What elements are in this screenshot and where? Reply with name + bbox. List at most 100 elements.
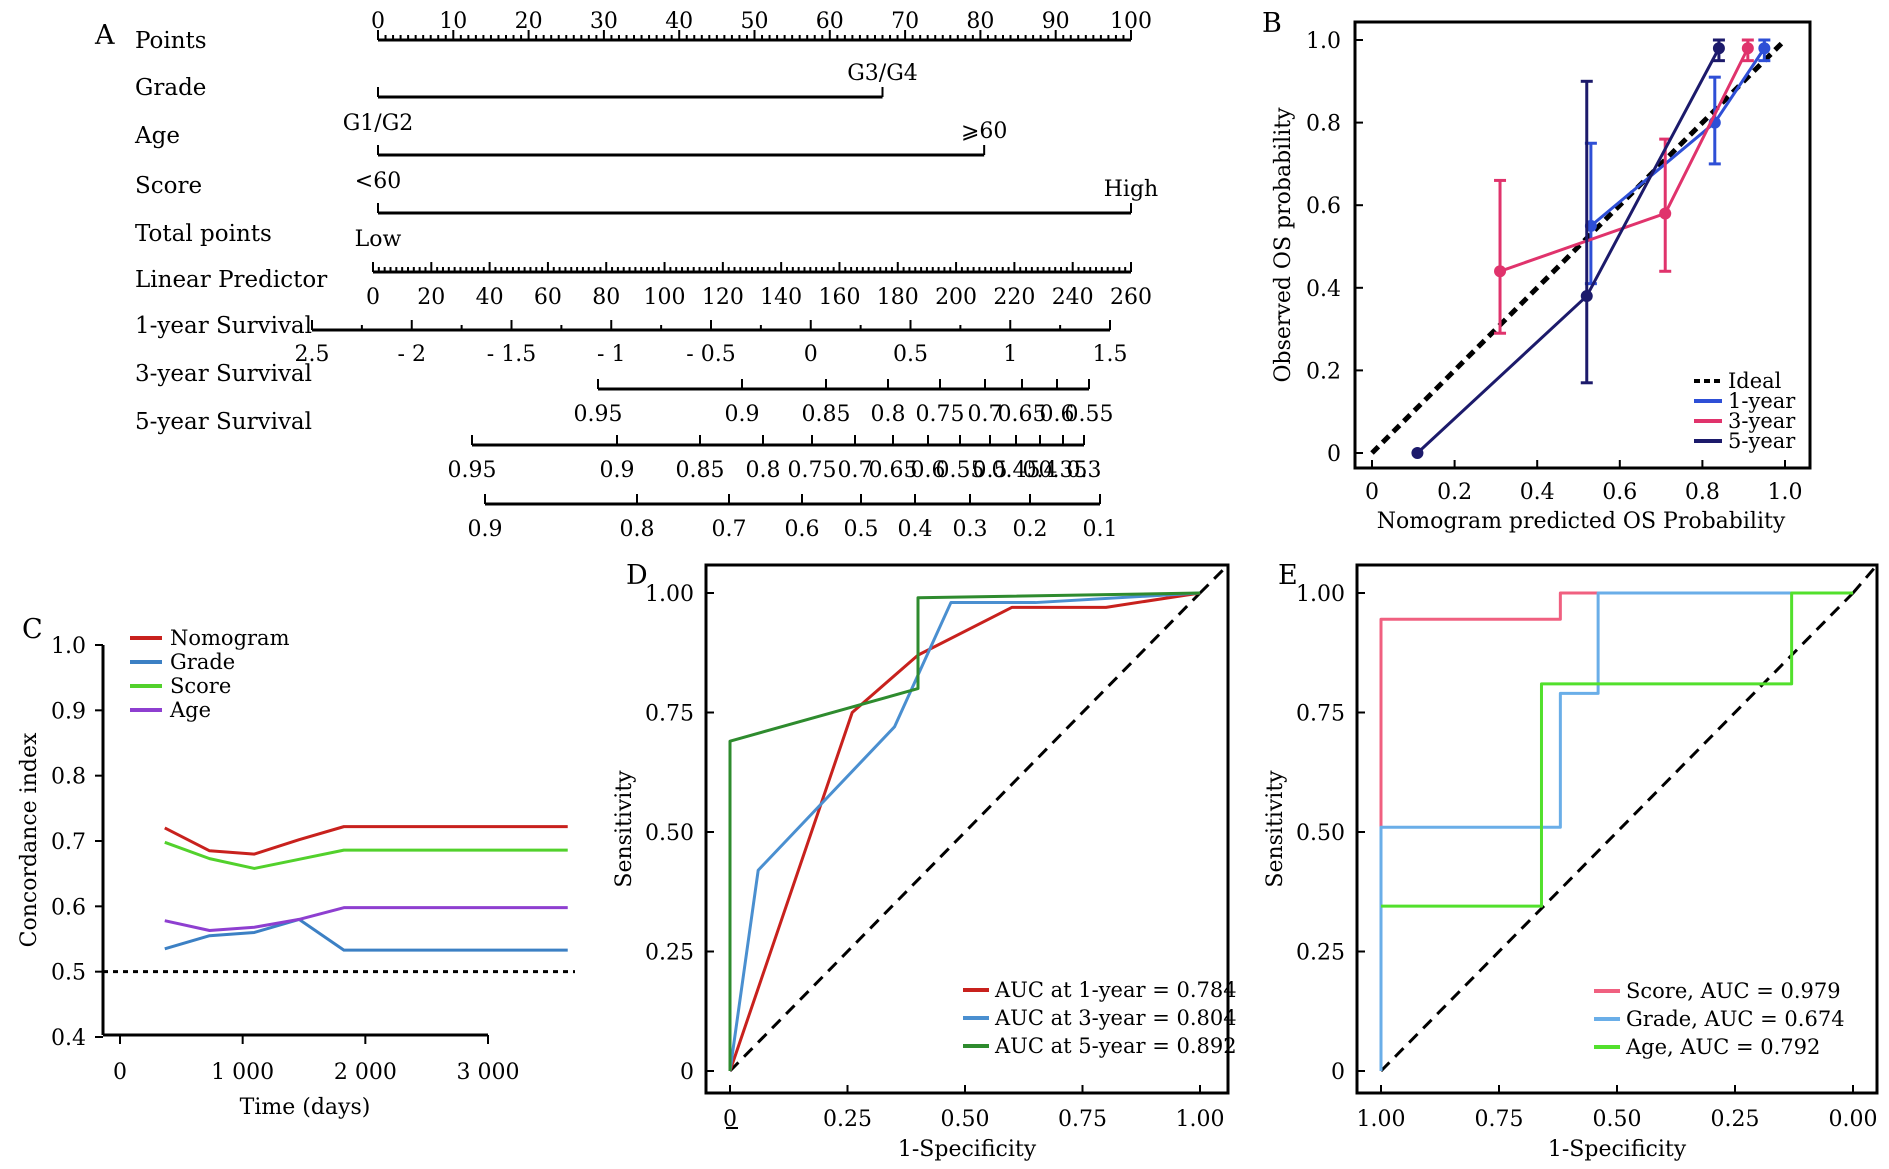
roc-nomogram-y-tick-label: 0 — [680, 1060, 694, 1085]
total-points-tick-label: 0 — [366, 285, 380, 310]
concordance-x-tick-label: 3 000 — [457, 1060, 520, 1085]
points-tick-label: 70 — [891, 9, 919, 34]
panel-letter-e: E — [1278, 560, 1298, 591]
concordance-x-tick-label: 1 000 — [211, 1060, 274, 1085]
calib-series-5-year — [1416, 47, 1721, 455]
calib-y-tick-label: 0.4 — [1306, 277, 1341, 302]
calib-point-5-year — [1580, 290, 1593, 303]
linear-predictor-tick-label: 0 — [804, 342, 818, 367]
roc-factors-y-tick-label: 0 — [1331, 1060, 1345, 1085]
1-year-survival-tick-label: 0.55 — [1065, 402, 1114, 427]
calib-y-axis-title: Observed OS probability — [1271, 107, 1296, 383]
total-points-tick-label: 80 — [592, 285, 620, 310]
3-year-survival-tick-label: 0.4 — [1023, 458, 1058, 483]
5-year-survival-tick-label: 0.7 — [712, 517, 747, 542]
1-year-survival-tick-label: 0.95 — [574, 402, 623, 427]
3-year-survival-tick-label: 0.85 — [676, 458, 725, 483]
points-tick-label: 40 — [665, 9, 693, 34]
roc-factors-legend-entry: Score, AUC = 0.979 — [1626, 979, 1841, 1003]
concordance-x-tick-label: 2 000 — [334, 1060, 397, 1085]
roc-factors-x-tick-label: 0.25 — [1711, 1107, 1760, 1132]
1-year-survival-tick-label: 0.65 — [998, 402, 1047, 427]
total-points-tick-label: 200 — [935, 285, 977, 310]
linear-predictor-tick-label: - 1.5 — [487, 342, 536, 367]
calib-point-3-year — [1741, 42, 1754, 55]
score-level-label: High — [1104, 177, 1158, 202]
concordance-series-grade — [164, 917, 568, 952]
calib-legend-entry: 5-year — [1728, 429, 1796, 453]
row-label-total-points: Total points — [135, 221, 272, 247]
5-year-survival-tick-label: 0.1 — [1083, 517, 1118, 542]
points-tick-label: 50 — [741, 9, 769, 34]
total-points-tick-label: 180 — [877, 285, 919, 310]
roc-factors-series-age-auc-0-792 — [1381, 591, 1853, 908]
panel-d-roc-nomogram: D 0 0.25 0.50 0.75 1.00 0 0.25 0.50 0.75 1.00 1-Sp… — [612, 560, 1237, 1162]
points-tick-label: 100 — [1110, 9, 1152, 34]
linear-predictor-tick-label: - 1 — [597, 342, 625, 367]
grade-level-label: G3/G4 — [847, 61, 918, 86]
calib-plot-frame — [1353, 20, 1812, 470]
row-label-points: Points — [135, 28, 207, 54]
roc-factors-y-tick-label: 0.50 — [1296, 821, 1345, 846]
3-year-survival-tick-label: 0.6 — [911, 458, 946, 483]
panel-c-concordance: C 0 1 000 2 000 3 000 0.4 0.5 0.6 0.7 0.8 0.9 1.0 T… — [17, 614, 575, 1120]
calib-x-tick-label: 0.2 — [1437, 480, 1472, 505]
calib-legend-entry: 3-year — [1728, 409, 1796, 433]
calib-x-axis-title: Nomogram predicted OS Probability — [1377, 509, 1786, 534]
total-points-tick-label: 260 — [1110, 285, 1152, 310]
concordance-x-tick-label: 0 — [113, 1060, 127, 1085]
1-year-survival-tick-label: 0.9 — [725, 402, 760, 427]
1-year-survival-tick-label: 0.75 — [916, 402, 965, 427]
linear-predictor-tick-label: 1 — [1003, 342, 1017, 367]
calib-series-ideal — [1370, 38, 1787, 455]
calib-y-tick-label: 0.8 — [1306, 112, 1341, 137]
roc-nomogram-legend-entry: AUC at 5-year = 0.892 — [994, 1034, 1237, 1058]
concordance-y-tick-label: 0.4 — [51, 1026, 86, 1051]
roc-factors-x-tick-label: 0.00 — [1829, 1107, 1878, 1132]
panel-letter-d: D — [626, 560, 648, 591]
calib-point-3-year — [1659, 207, 1672, 220]
roc-factors-y-axis-title: Sensitivity — [1263, 770, 1288, 888]
calib-y-tick-label: 0.2 — [1306, 359, 1341, 384]
row-label-linear-predictor: Linear Predictor — [135, 267, 327, 293]
total-points-tick-label: 40 — [476, 285, 504, 310]
concordance-series-score — [164, 840, 568, 870]
calib-y-tick-label: 0 — [1327, 442, 1341, 467]
score-level-label: Low — [355, 227, 402, 252]
1-year-survival-tick-label: 0.85 — [802, 402, 851, 427]
row-label-5-year-survival: 5-year Survival — [135, 409, 312, 435]
roc-factors-x-tick-label: 0.75 — [1475, 1107, 1524, 1132]
3-year-survival-tick-label: 0.7 — [838, 458, 873, 483]
3-year-survival-tick-label: 0.75 — [788, 458, 837, 483]
calib-x-tick-label: 0 — [1365, 480, 1379, 505]
roc-factors-x-tick-label: 0.50 — [1593, 1107, 1642, 1132]
concordance-legend-entry: Nomogram — [170, 626, 290, 650]
concordance-y-tick-label: 1.0 — [51, 634, 86, 659]
roc-nomogram-chance-line — [1198, 563, 1230, 595]
roc-factors-legend-entry: Grade, AUC = 0.674 — [1626, 1007, 1845, 1031]
roc-nomogram-series-auc-at-3-year-0-804 — [728, 591, 1201, 1072]
points-tick-label: 80 — [966, 9, 994, 34]
calib-y-tick-label: 0.6 — [1306, 194, 1341, 219]
points-tick-label: 30 — [590, 9, 618, 34]
5-year-survival-tick-label: 0.6 — [785, 517, 820, 542]
calib-point-3-year — [1494, 265, 1507, 278]
3-year-survival-tick-label: 0.3 — [1067, 458, 1102, 483]
concordance-y-axis-title: Concordance index — [17, 732, 42, 947]
calib-x-tick-label: 0.6 — [1602, 480, 1637, 505]
panel-b-calibration: B 0 0.2 0.4 0.6 0.8 1.0 0 0.2 0.4 0.6 0.8 1.0 Nomogr… — [1262, 8, 1812, 534]
calib-legend-entry: Ideal — [1728, 369, 1782, 393]
5-year-survival-tick-label: 0.5 — [844, 517, 879, 542]
calib-x-tick-label: 0.8 — [1685, 480, 1720, 505]
3-year-survival-tick-label: 0.8 — [746, 458, 781, 483]
concordance-legend-entry: Score — [170, 674, 231, 698]
roc-factors-chance-line — [1379, 591, 1855, 1073]
roc-nomogram-y-tick-label: 0.75 — [645, 702, 694, 727]
concordance-legend-entry: Grade — [170, 650, 235, 674]
3-year-survival-tick-label: 0.35 — [1039, 458, 1088, 483]
5-year-survival-tick-label: 0.2 — [1013, 517, 1048, 542]
points-tick-label: 10 — [439, 9, 467, 34]
total-points-tick-label: 20 — [417, 285, 445, 310]
roc-nomogram-x-axis-title: 1-Specificity — [898, 1137, 1037, 1162]
roc-nomogram-x-tick-label: 0 — [723, 1107, 737, 1132]
